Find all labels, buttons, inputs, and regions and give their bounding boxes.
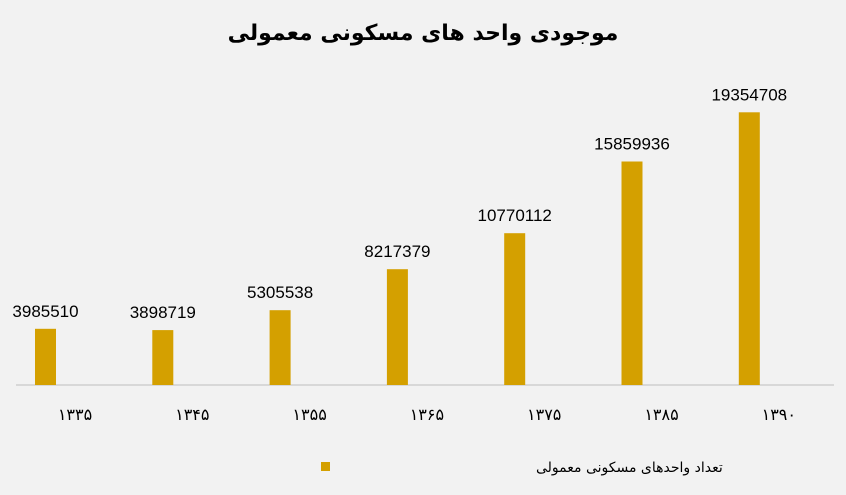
x-tick-label-3: ۱۳۵۵ xyxy=(292,405,326,424)
legend-swatch xyxy=(321,462,330,471)
x-tick-label-2: ۱۳۴۵ xyxy=(175,405,209,424)
bar-3 xyxy=(269,310,291,385)
data-label-3: 5305538 xyxy=(247,283,313,302)
x-tick-label-1: ۱۳۳۵ xyxy=(58,405,92,424)
x-tick-label-7: ۱۳۹۰ xyxy=(762,405,796,424)
data-label-7: 19354708 xyxy=(711,85,787,104)
x-tick-label-5: ۱۳۷۵ xyxy=(527,405,561,424)
bar-6 xyxy=(621,161,643,385)
data-label-2: 3898719 xyxy=(130,303,196,322)
data-label-6: 15859936 xyxy=(594,135,670,154)
data-label-4: 8217379 xyxy=(364,242,430,261)
x-tick-labels-group: ۱۳۳۵ ۱۳۴۵ ۱۳۵۵ ۱۳۶۵ ۱۳۷۵ ۱۳۸۵ ۱۳۹۰ xyxy=(58,405,796,424)
legend: تعداد واحدهای مسکونی معمولی xyxy=(321,460,723,476)
bar-1 xyxy=(35,328,56,385)
x-tick-label-4: ۱۳۶۵ xyxy=(410,405,444,424)
data-label-5: 10770112 xyxy=(478,206,552,225)
chart-title: موجودی واحد های مسکونی معمولی xyxy=(228,21,619,46)
legend-label: تعداد واحدهای مسکونی معمولی xyxy=(536,460,723,476)
data-label-1: 3985510 xyxy=(12,302,78,321)
bar-2 xyxy=(152,330,174,385)
bar-7 xyxy=(738,112,760,386)
bar-5 xyxy=(504,233,526,385)
bar-4 xyxy=(386,269,408,385)
x-tick-label-6: ۱۳۸۵ xyxy=(644,405,678,424)
bars-group xyxy=(35,112,760,386)
data-labels-group: 3985510 3898719 5305538 8217379 10770112 1585… xyxy=(12,85,787,322)
